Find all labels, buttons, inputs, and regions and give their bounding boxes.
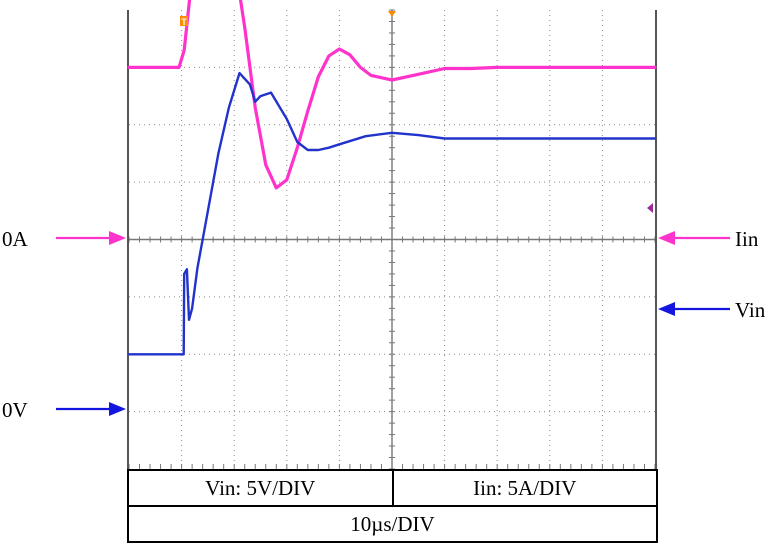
iin-trace (127, 0, 657, 190)
vin-zero-arrow (56, 402, 126, 416)
iin-channel-label: Iin (735, 227, 759, 251)
vin-scale-cell: Vin: 5V/DIV (127, 469, 394, 507)
iin-channel-arrow (658, 231, 730, 245)
vin-channel-label: Vin (735, 298, 766, 322)
vin-series-line (127, 71, 657, 356)
time-row: 10µs/DIV (127, 505, 658, 543)
iin-series-line (127, 0, 657, 190)
scale-table: Vin: 5V/DIV Iin: 5A/DIV 10µs/DIV (127, 469, 658, 543)
vin-channel-arrow (658, 302, 730, 316)
trigger-time-marker (388, 11, 396, 17)
scale-row: Vin: 5V/DIV Iin: 5A/DIV (127, 469, 658, 507)
plot-area (127, 9, 657, 470)
iin-zero-arrow (56, 231, 126, 245)
trigger-position-marker: T (180, 16, 188, 27)
zero-current-label: 0A (2, 227, 28, 251)
vin-trace (127, 71, 657, 356)
trigger-level-marker (647, 203, 653, 213)
time-scale-cell: 10µs/DIV (127, 505, 658, 543)
zero-voltage-label: 0V (2, 398, 28, 422)
trigger-marker-text: T (181, 17, 187, 27)
iin-scale-cell: Iin: 5A/DIV (391, 469, 658, 507)
